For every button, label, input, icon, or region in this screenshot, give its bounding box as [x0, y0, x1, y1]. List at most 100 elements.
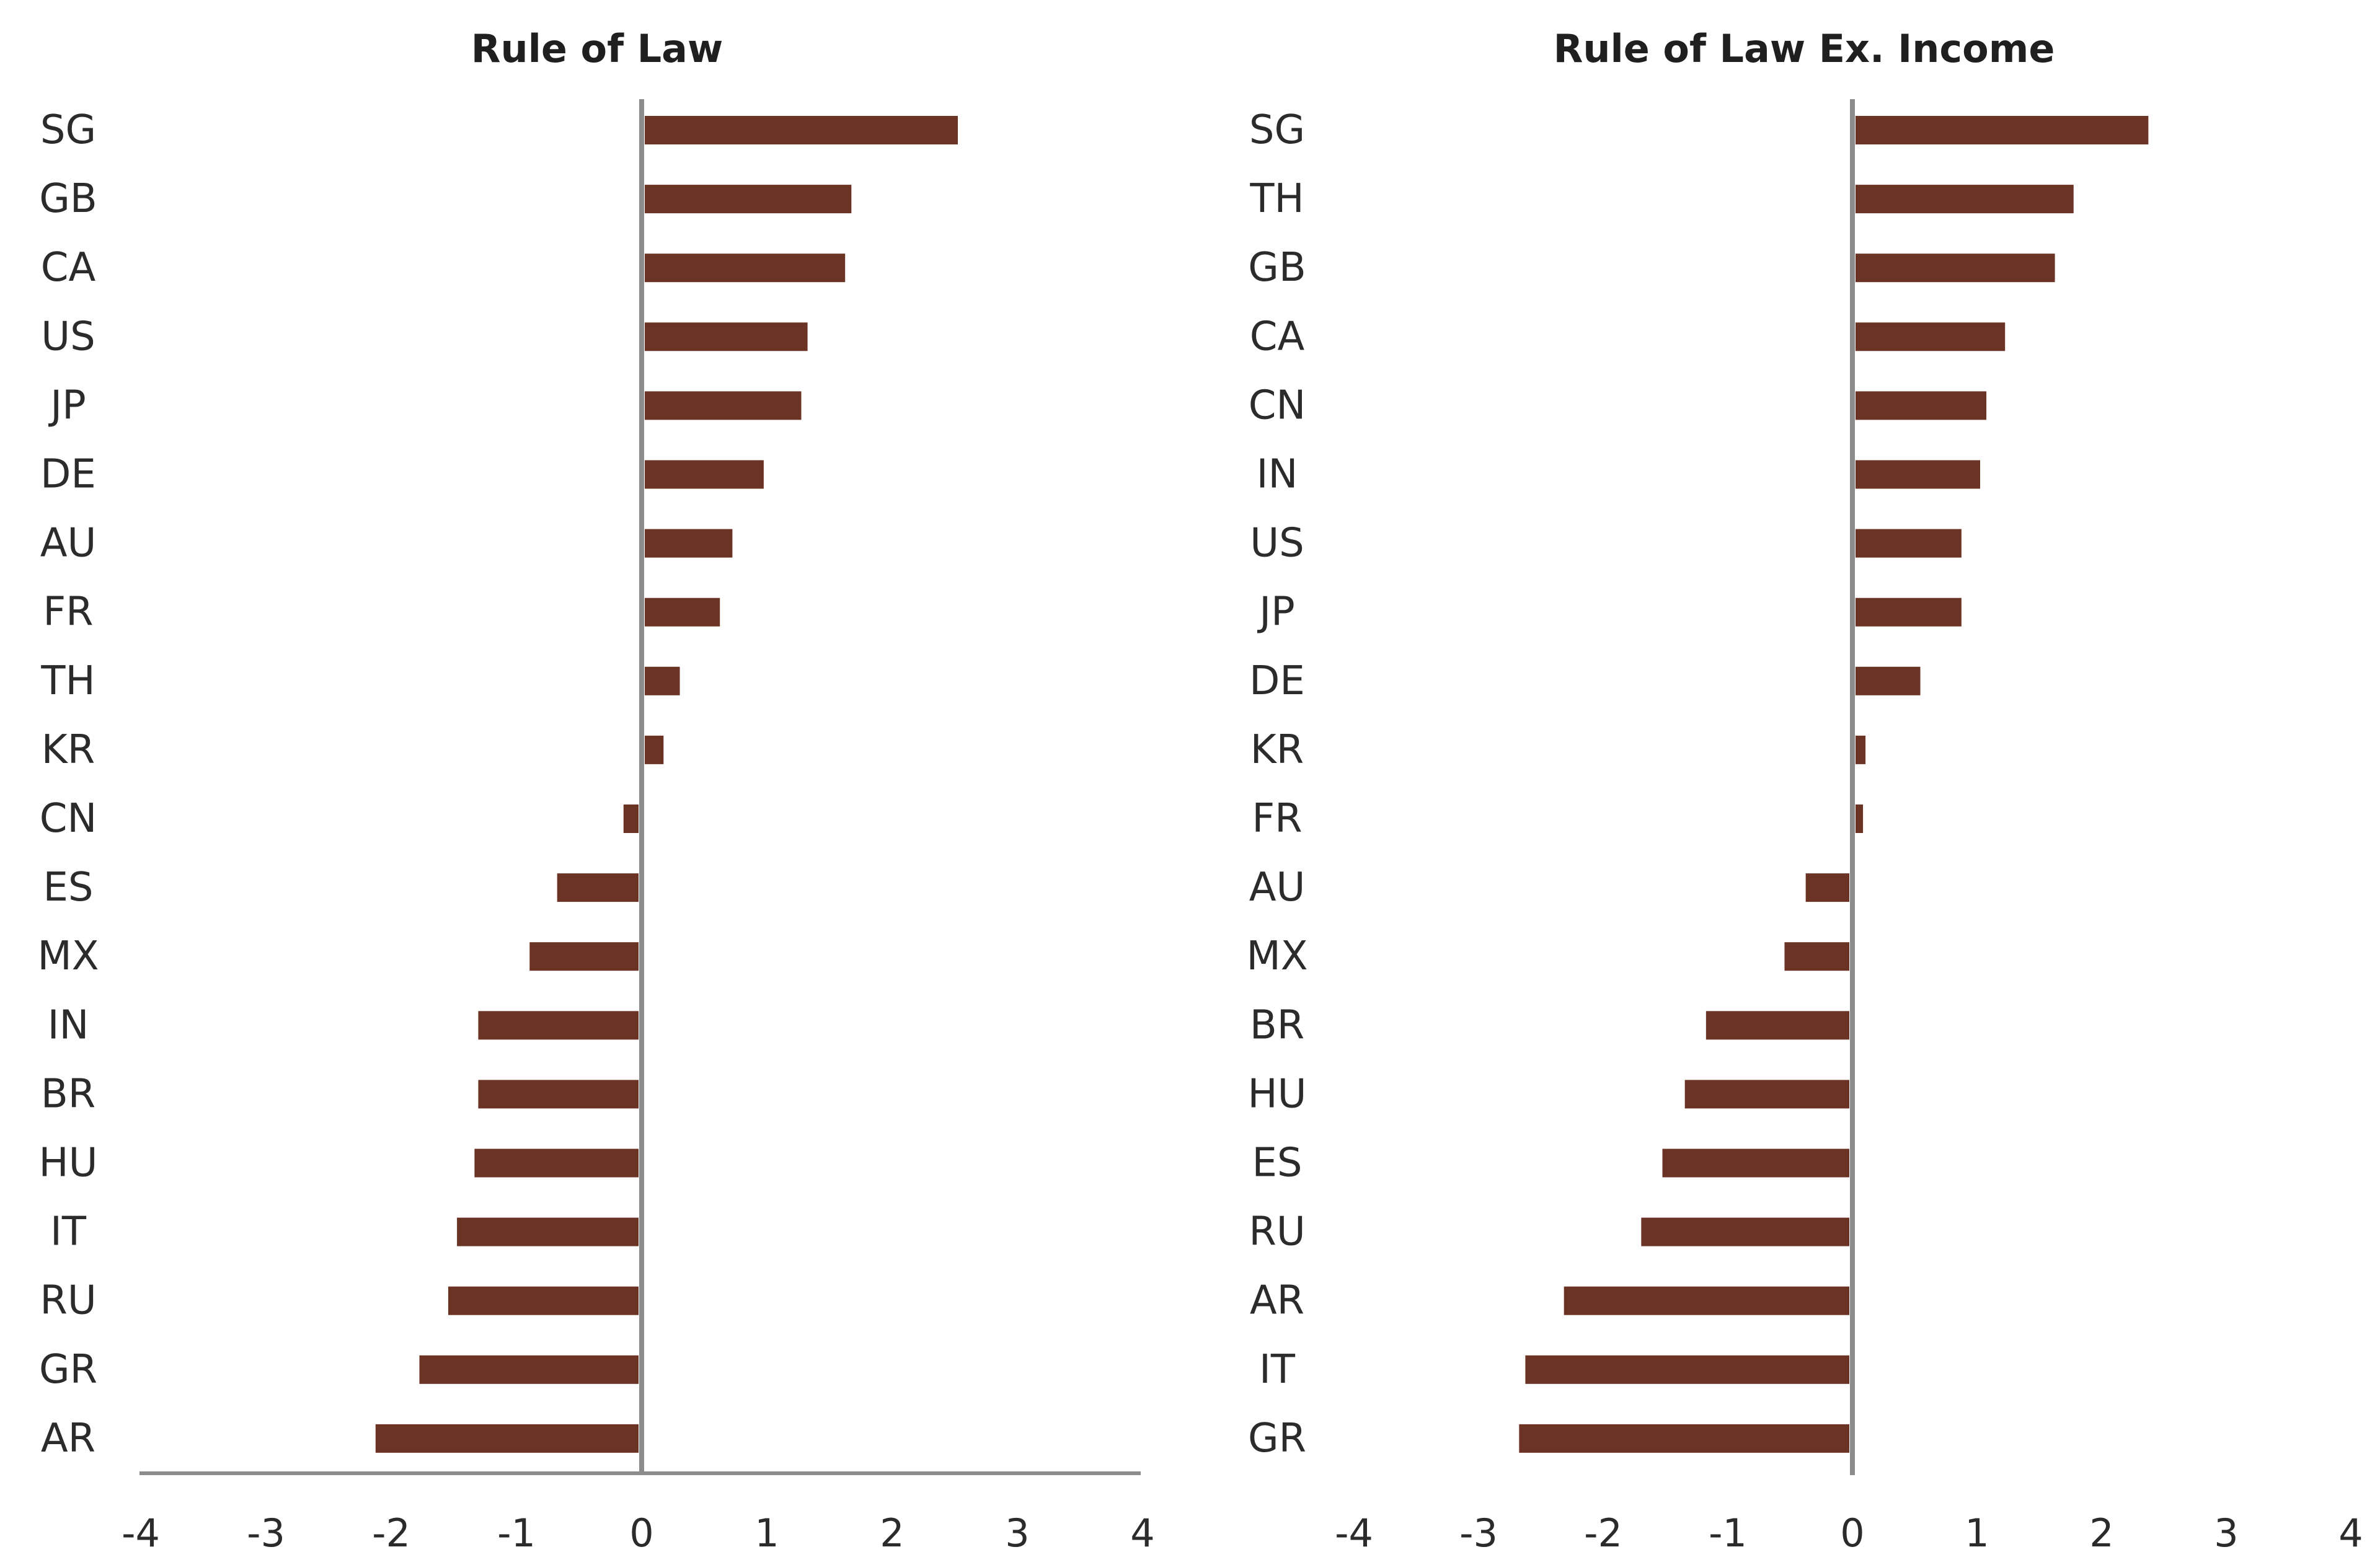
x-tick-label: -3 [247, 1510, 285, 1556]
category-label-gr: GR [39, 1347, 97, 1393]
category-label-gr: GR [1248, 1416, 1306, 1461]
category-label-ru: RU [1249, 1209, 1305, 1255]
x-tick-label: -2 [372, 1510, 410, 1556]
category-label-kr: KR [42, 727, 95, 773]
category-label-jp: JP [48, 382, 86, 428]
bar-sg [1856, 116, 2149, 144]
x-tick-label: 4 [1130, 1510, 1154, 1556]
bar-ar [375, 1424, 639, 1453]
category-label-ca: CA [1250, 314, 1305, 359]
category-label-sg: SG [40, 107, 96, 153]
bar-gb [645, 185, 852, 214]
bar-es [1662, 1148, 1849, 1178]
category-label-hu: HU [1248, 1071, 1307, 1117]
bar-gr [419, 1355, 639, 1384]
category-label-ar: AR [41, 1416, 95, 1461]
category-label-th: TH [40, 658, 95, 704]
bar-us [645, 322, 808, 351]
category-label-de: DE [1249, 658, 1305, 704]
x-tick-labels: -4 -3 -2 -1 0 1 2 3 4 [122, 1510, 1155, 1556]
category-label-mx: MX [1246, 933, 1307, 979]
bar-us [1856, 529, 1962, 558]
bar-mx [1784, 942, 1849, 971]
x-tick-label: -4 [122, 1510, 160, 1556]
category-label-in: IN [1257, 452, 1298, 498]
chart-rule-of-law: Rule of Law SG GB CA US JP DE AU FR TH KR CN ES MX IN… [37, 26, 1154, 1556]
x-tick-label: 3 [1005, 1510, 1029, 1556]
bar-ru [448, 1286, 639, 1315]
bar-mx [529, 942, 639, 971]
bar-kr [645, 735, 664, 764]
category-label-au: AU [1249, 865, 1306, 910]
bar-hu [1684, 1080, 1849, 1109]
bar-th [1856, 185, 2074, 214]
bar-es [557, 873, 639, 902]
bar-de [645, 460, 764, 489]
category-label-ca: CA [41, 245, 96, 291]
category-label-au: AU [40, 521, 97, 566]
bar-th [645, 666, 680, 695]
x-tick-label: -1 [1709, 1510, 1747, 1556]
x-tick-label: 1 [754, 1510, 779, 1556]
category-label-th: TH [1249, 176, 1304, 222]
category-label-cn: CN [1249, 382, 1306, 428]
x-tick-label: 0 [1840, 1510, 1864, 1556]
x-tick-label: -3 [1459, 1510, 1498, 1556]
category-labels: SG TH GB CA CN IN US JP DE KR FR AU MX BR HU ES RU AR IT GR [1246, 107, 1307, 1461]
bar-it [457, 1217, 639, 1246]
bar-sg [645, 116, 958, 144]
chart-title: Rule of Law [471, 26, 723, 71]
category-label-ru: RU [40, 1278, 96, 1324]
bar-cn [623, 805, 639, 833]
category-label-cn: CN [40, 796, 97, 842]
bar-br [478, 1080, 639, 1109]
bar-ca [1856, 322, 2006, 351]
bar-ru [1641, 1217, 1849, 1246]
category-label-sg: SG [1249, 107, 1305, 153]
bar-au [645, 529, 733, 558]
category-label-de: DE [40, 452, 96, 498]
x-tick-label: -2 [1584, 1510, 1622, 1556]
category-label-in: IN [48, 1002, 89, 1048]
bar-jp [645, 391, 802, 420]
bar-group [1519, 116, 2149, 1453]
category-label-mx: MX [37, 933, 99, 979]
bar-de [1856, 666, 1921, 695]
category-label-it: IT [1259, 1347, 1296, 1393]
x-tick-label: 3 [2214, 1510, 2238, 1556]
category-label-jp: JP [1257, 589, 1294, 635]
category-label-es: ES [1252, 1140, 1302, 1186]
bar-ca [645, 253, 846, 283]
bar-hu [474, 1148, 639, 1178]
bar-it [1525, 1355, 1849, 1384]
category-label-it: IT [50, 1209, 87, 1255]
x-tick-label: 0 [629, 1510, 653, 1556]
category-labels: SG GB CA US JP DE AU FR TH KR CN ES MX IN BR HU IT RU GR AR [37, 107, 99, 1461]
category-label-ar: AR [1250, 1278, 1304, 1324]
bar-in [478, 1011, 639, 1040]
category-label-kr: KR [1250, 727, 1304, 773]
category-label-es: ES [43, 865, 93, 910]
bar-fr [1856, 805, 1864, 833]
category-label-br: BR [1250, 1002, 1304, 1048]
category-label-us: US [1250, 521, 1304, 566]
chart-title: Rule of Law Ex. Income [1554, 26, 2055, 71]
category-label-us: US [41, 314, 95, 359]
bar-gb [1856, 253, 2055, 283]
category-label-gb: GB [39, 176, 97, 222]
bar-jp [1856, 597, 1962, 627]
x-tick-label: 2 [880, 1510, 904, 1556]
bar-ar [1564, 1286, 1849, 1315]
bar-kr [1856, 735, 1866, 764]
category-label-gb: GB [1248, 245, 1306, 291]
category-label-fr: FR [43, 589, 93, 635]
category-label-hu: HU [39, 1140, 98, 1186]
x-tick-label: -4 [1335, 1510, 1373, 1556]
bar-group [375, 116, 958, 1453]
bar-in [1856, 460, 1980, 489]
category-label-br: BR [41, 1071, 95, 1117]
bar-cn [1856, 391, 1987, 420]
x-tick-label: 1 [1965, 1510, 1989, 1556]
x-tick-label: 2 [2089, 1510, 2113, 1556]
